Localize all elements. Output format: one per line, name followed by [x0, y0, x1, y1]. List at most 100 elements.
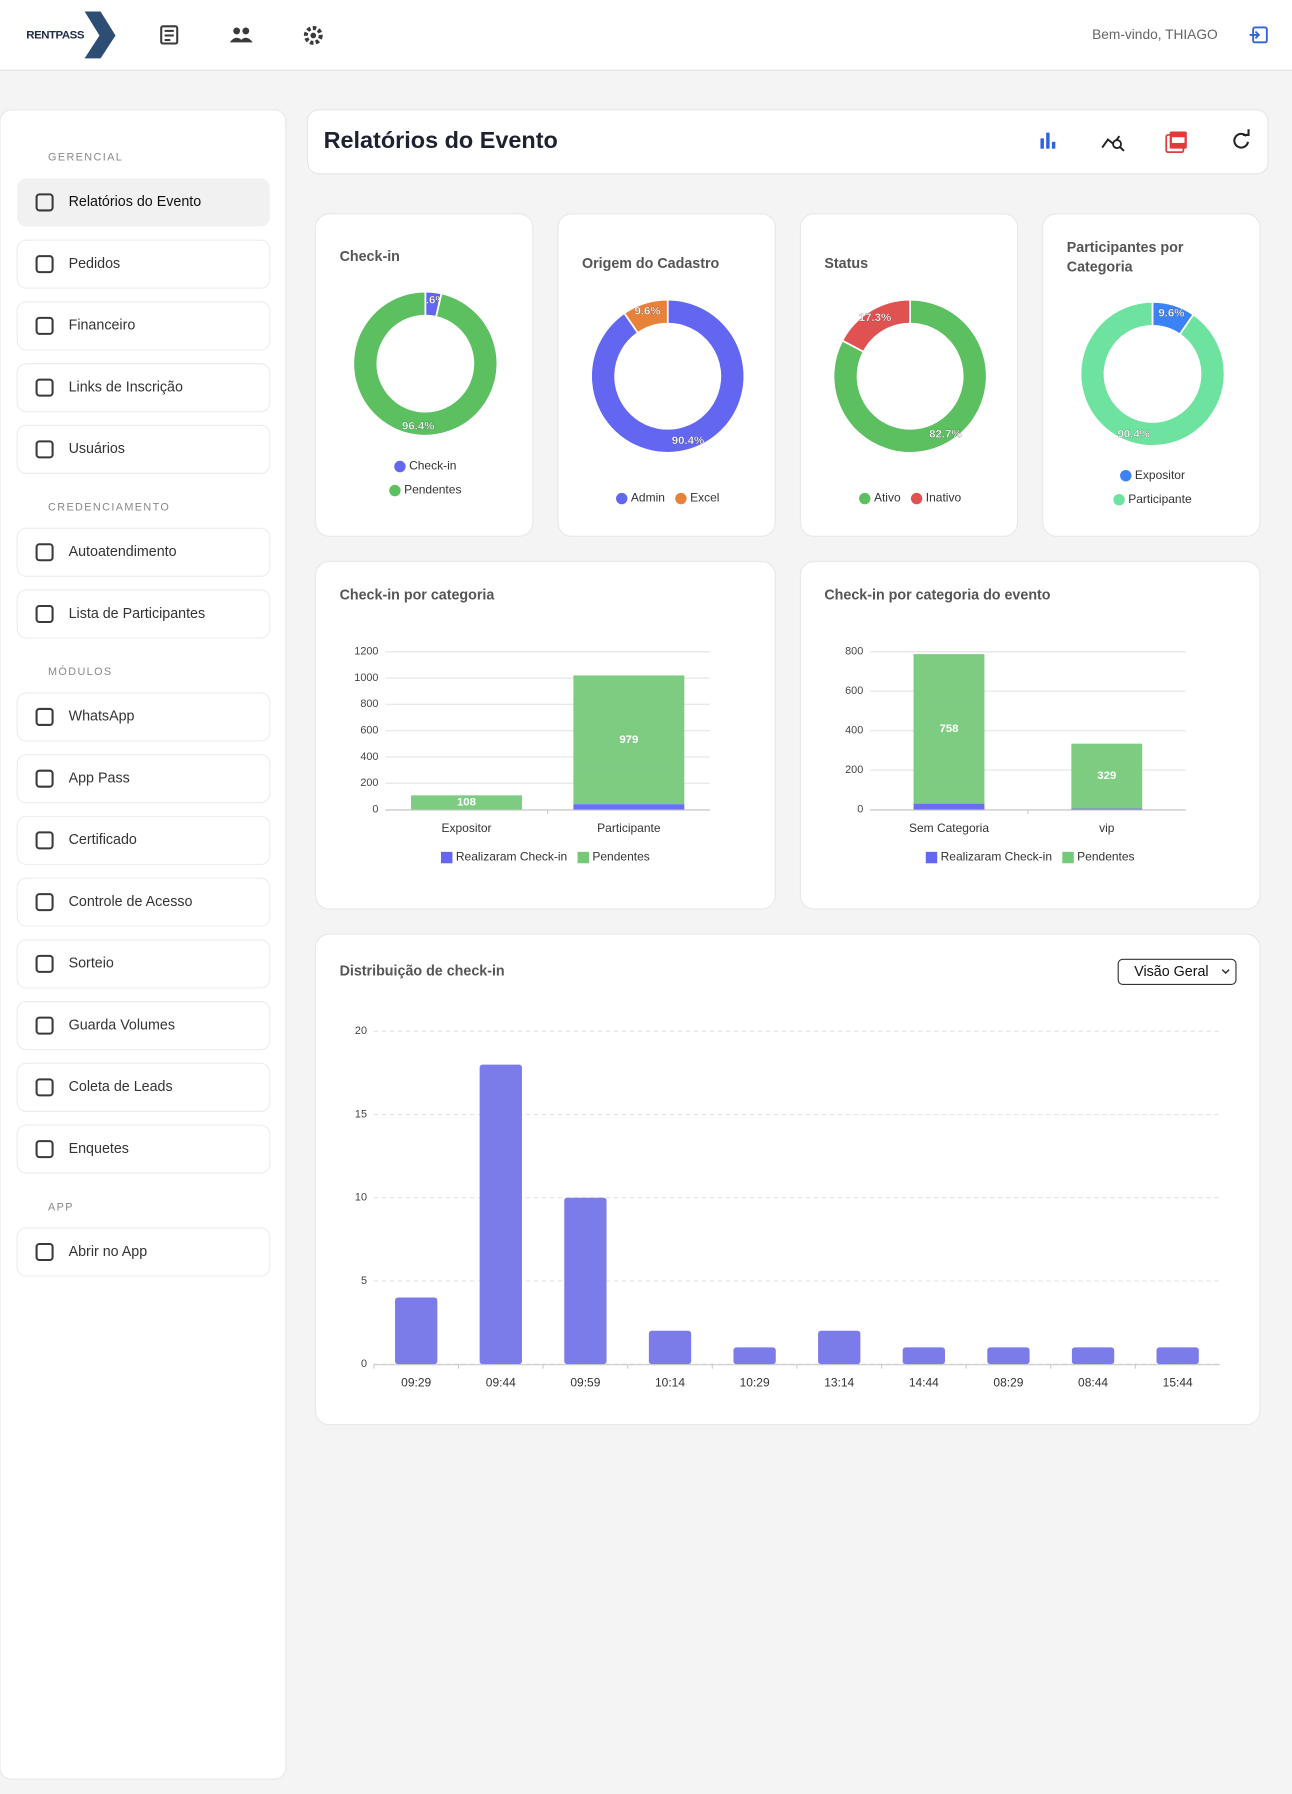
menu-label[interactable]: Lista de Participantes — [69, 606, 206, 622]
analytics-button[interactable] — [1101, 135, 1125, 152]
legend-label: Check-in — [409, 459, 456, 473]
menu-item[interactable]: Lista de Participantes — [16, 589, 271, 639]
menu-item-bg[interactable] — [16, 1227, 271, 1277]
nav-events[interactable] — [160, 25, 179, 45]
y-tick-label: 10 — [355, 1192, 367, 1204]
menu-label[interactable]: Autoatendimento — [69, 544, 177, 560]
menu-item-bg[interactable] — [16, 301, 271, 351]
menu-item-bg[interactable] — [16, 589, 271, 639]
menu-item[interactable]: Controle de Acesso — [16, 877, 271, 927]
menu-item[interactable]: Coleta de Leads — [16, 1062, 271, 1112]
menu-item[interactable]: Relatórios do Evento — [17, 178, 270, 227]
bar-segment — [1071, 743, 1143, 809]
view-select[interactable]: Visão Geral — [1117, 958, 1237, 986]
menu-label[interactable]: Controle de Acesso — [69, 894, 193, 910]
chart-title: Origem do Cadastro — [582, 256, 720, 272]
menu-item-bg[interactable] — [16, 1001, 271, 1051]
menu-item[interactable]: Guarda Volumes — [16, 1001, 271, 1051]
menu-item-bg[interactable] — [17, 178, 270, 227]
menu-label[interactable]: Coleta de Leads — [69, 1079, 173, 1095]
bar — [818, 1330, 861, 1365]
refresh-button[interactable] — [1233, 129, 1250, 149]
menu-item-bg[interactable] — [16, 692, 271, 742]
legend-swatch — [1120, 469, 1132, 482]
bar-segment — [573, 675, 685, 805]
y-tick-label: 5 — [361, 1275, 367, 1287]
x-tick-label: 09:29 — [401, 1376, 431, 1390]
menu-label[interactable]: Guarda Volumes — [69, 1017, 175, 1033]
y-tick-label: 600 — [845, 685, 863, 697]
bar — [564, 1197, 607, 1365]
slice-label: 90.4% — [672, 435, 704, 447]
menu-item[interactable]: Usuários — [16, 424, 271, 474]
menu-item-bg[interactable] — [16, 239, 271, 289]
bar-chart-view-button[interactable] — [1040, 132, 1056, 149]
menu-icon — [35, 831, 54, 850]
nav-users[interactable] — [229, 27, 253, 43]
section-title: GERENCIAL — [48, 152, 123, 164]
logo[interactable]: RENTPASS — [26, 29, 85, 41]
menu-item[interactable]: Certificado — [16, 815, 271, 865]
menu-icon — [35, 316, 54, 335]
menu-item-bg[interactable] — [16, 754, 271, 804]
menu-item[interactable]: Sorteio — [16, 939, 271, 989]
chart-title: Check-in por categoria do evento — [824, 588, 1050, 604]
menu-label[interactable]: Links de Inscrição — [69, 379, 183, 395]
legend: Realizaram Check-in Pendentes — [440, 850, 650, 864]
menu-label[interactable]: Enquetes — [69, 1141, 129, 1157]
page-title: Relatórios do Evento — [324, 127, 558, 153]
menu-item[interactable]: Links de Inscrição — [16, 363, 271, 413]
menu-item-bg[interactable] — [16, 424, 271, 474]
menu-label[interactable]: Sorteio — [69, 956, 114, 972]
menu-item[interactable]: Abrir no App — [16, 1227, 271, 1277]
header — [0, 0, 1292, 70]
x-tick-label: 08:44 — [1078, 1376, 1108, 1390]
menu-item-bg[interactable] — [16, 939, 271, 989]
legend-swatch — [910, 492, 923, 505]
legend-label: Participante — [1128, 492, 1192, 506]
legend: Realizaram Check-in Pendentes — [925, 850, 1135, 864]
x-tick-label: 15:44 — [1163, 1376, 1193, 1390]
pdf-button[interactable] — [1165, 131, 1187, 153]
menu-item-bg[interactable] — [16, 1124, 271, 1174]
section-title: APP — [48, 1201, 74, 1213]
menu-item-bg[interactable] — [16, 1062, 271, 1112]
menu-item-bg[interactable] — [16, 363, 271, 413]
menu-label[interactable]: Pedidos — [69, 256, 121, 272]
card — [1042, 213, 1261, 537]
menu-item[interactable]: Autoatendimento — [16, 527, 271, 577]
menu-label[interactable]: Certificado — [69, 832, 137, 848]
menu-item[interactable]: Financeiro — [16, 301, 271, 351]
legend-label: Realizaram Check-in — [456, 850, 567, 864]
menu-item-bg[interactable] — [16, 877, 271, 927]
slice-label: 90.4% — [1117, 429, 1149, 441]
legend-swatch — [394, 460, 406, 473]
menu-label[interactable]: App Pass — [69, 770, 130, 786]
legend-label: Pendentes — [404, 483, 461, 497]
menu-label[interactable]: WhatsApp — [69, 709, 135, 725]
chart-title: Distribuição de check-in — [340, 964, 505, 980]
menu-item-bg[interactable] — [16, 815, 271, 865]
menu-label[interactable]: Financeiro — [69, 318, 136, 334]
menu-icon — [35, 1078, 54, 1097]
menu-item[interactable]: App Pass — [16, 754, 271, 804]
nav-settings[interactable] — [303, 26, 323, 45]
menu-item[interactable]: WhatsApp — [16, 692, 271, 742]
menu-label[interactable]: Relatórios do Evento — [69, 194, 202, 210]
menu-icon — [35, 604, 54, 624]
y-tick-label: 15 — [355, 1108, 367, 1120]
menu-label[interactable]: Usuários — [69, 441, 125, 457]
slice-label: 17.3% — [859, 312, 891, 324]
menu-item[interactable]: Enquetes — [16, 1124, 271, 1174]
bar — [902, 1347, 945, 1365]
menu-item[interactable]: Pedidos — [16, 239, 271, 289]
menu-icon — [35, 255, 54, 274]
select-value[interactable]: Visão Geral — [1134, 964, 1208, 980]
logout-button[interactable] — [1249, 26, 1268, 44]
menu-item-bg[interactable] — [16, 527, 271, 577]
legend-label: Pendentes — [1077, 850, 1134, 864]
x-tick-label: Sem Categoria — [909, 821, 989, 835]
menu-label[interactable]: Abrir no App — [69, 1244, 148, 1260]
data-label: 758 — [939, 723, 958, 735]
